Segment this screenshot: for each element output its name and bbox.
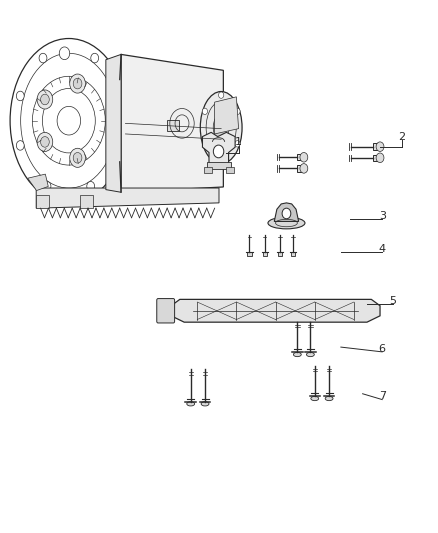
Circle shape [39, 53, 47, 63]
Polygon shape [274, 203, 299, 221]
Circle shape [70, 148, 85, 167]
Bar [226, 167, 234, 173]
Circle shape [219, 157, 224, 163]
Bar [373, 143, 380, 150]
Ellipse shape [187, 402, 194, 406]
Circle shape [41, 136, 49, 147]
Circle shape [213, 145, 224, 158]
Circle shape [41, 94, 49, 105]
Polygon shape [215, 97, 239, 134]
Polygon shape [171, 300, 380, 322]
Circle shape [235, 141, 240, 147]
Circle shape [73, 152, 82, 163]
FancyBboxPatch shape [167, 119, 179, 131]
Text: 5: 5 [389, 296, 396, 306]
Ellipse shape [311, 397, 319, 401]
Bar [207, 161, 231, 169]
Text: 7: 7 [378, 391, 386, 401]
Ellipse shape [200, 92, 242, 164]
Circle shape [202, 141, 208, 147]
Text: 1: 1 [235, 137, 242, 147]
Bar [373, 155, 380, 161]
Circle shape [113, 141, 121, 150]
Polygon shape [121, 54, 223, 192]
Circle shape [59, 47, 70, 60]
Circle shape [202, 108, 208, 115]
Text: 4: 4 [378, 244, 386, 254]
Circle shape [300, 152, 308, 162]
Polygon shape [28, 174, 48, 190]
Circle shape [43, 181, 51, 191]
Circle shape [37, 132, 53, 151]
Circle shape [73, 78, 82, 89]
Ellipse shape [213, 114, 229, 141]
Bar [297, 154, 304, 160]
Bar [247, 252, 252, 256]
Circle shape [282, 208, 291, 219]
Circle shape [70, 74, 85, 93]
Bar [36, 195, 49, 208]
Circle shape [115, 97, 123, 107]
Circle shape [91, 53, 99, 63]
Bar [80, 195, 93, 208]
Circle shape [37, 90, 53, 109]
Text: 2: 2 [398, 132, 405, 142]
Bar [262, 252, 267, 256]
Ellipse shape [201, 402, 209, 406]
Ellipse shape [325, 397, 333, 401]
Bar [291, 252, 295, 256]
Circle shape [16, 141, 24, 150]
Circle shape [376, 153, 384, 163]
Text: 6: 6 [379, 344, 386, 354]
Polygon shape [202, 132, 235, 166]
Circle shape [300, 164, 308, 173]
Bar [297, 165, 304, 172]
Circle shape [87, 181, 95, 191]
Polygon shape [36, 188, 219, 208]
Ellipse shape [307, 352, 314, 357]
Text: 3: 3 [379, 211, 386, 221]
Circle shape [219, 92, 224, 98]
Ellipse shape [268, 217, 305, 229]
Polygon shape [106, 54, 121, 192]
Ellipse shape [293, 352, 301, 357]
Circle shape [235, 108, 240, 115]
Circle shape [376, 142, 384, 151]
Bar [278, 252, 282, 256]
Circle shape [16, 91, 24, 101]
Bar [204, 167, 212, 173]
FancyBboxPatch shape [157, 298, 175, 323]
